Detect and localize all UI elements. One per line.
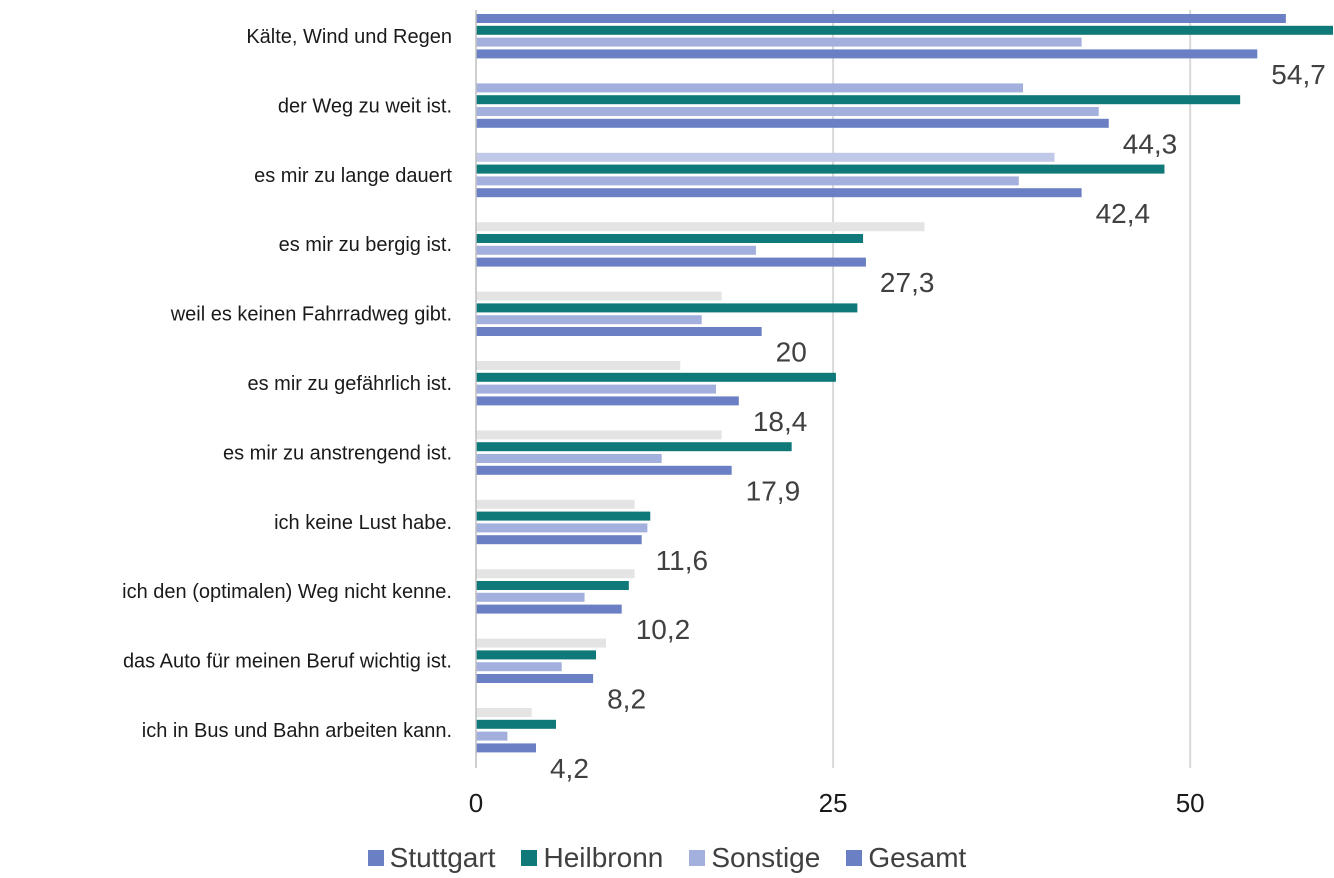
legend-item-heilbronn: Heilbronn	[521, 842, 663, 874]
data-label-9: 10,2	[636, 614, 691, 645]
legend-swatch	[689, 850, 706, 866]
legend-item-sonstige: Sonstige	[689, 842, 820, 874]
category-label-6: es mir zu gefährlich ist.	[247, 373, 452, 395]
data-label-4: 27,3	[880, 267, 935, 298]
bar-gesamt-7	[476, 465, 732, 475]
bar-gesamt-6	[476, 396, 739, 406]
legend-label: Sonstige	[711, 842, 821, 873]
legend-label: Stuttgart	[389, 842, 496, 873]
category-label-8: ich keine Lust habe.	[274, 512, 452, 534]
bar-heilbronn-10	[476, 650, 596, 660]
legend-swatch	[521, 850, 538, 866]
bar-sonstige-3	[476, 176, 1019, 186]
legend: Stuttgart Heilbronn Sonstige Gesamt	[0, 838, 1334, 878]
bar-stuttgart-7	[476, 430, 722, 440]
bar-sonstige-2	[476, 107, 1099, 116]
legend-item-stuttgart: Stuttgart	[367, 842, 496, 874]
bar-sonstige-1	[476, 37, 1082, 47]
bar-gesamt-2	[476, 118, 1109, 128]
bar-chart-svg: Kälte, Wind und Regen 54,7 der Weg zu weit…	[122, 10, 1333, 818]
legend-item-gesamt: Gesamt	[846, 842, 966, 874]
category-label-7: es mir zu anstrengend ist.	[223, 442, 452, 464]
bar-heilbronn-9	[476, 581, 629, 590]
bar-gesamt-3	[476, 188, 1082, 198]
legend-swatch	[367, 850, 384, 866]
bar-stuttgart-10	[476, 638, 606, 648]
bar-heilbronn-7	[476, 442, 792, 452]
data-label-8: 11,6	[656, 545, 708, 576]
bar-stuttgart-3	[476, 152, 1055, 162]
bar-stuttgart-8	[476, 499, 635, 509]
bar-gesamt-11	[476, 743, 536, 753]
category-label-2: der Weg zu weit ist.	[278, 95, 452, 117]
bar-stuttgart-2	[476, 83, 1024, 93]
category-label-9: ich den (optimalen) Weg nicht kenne.	[122, 581, 452, 603]
bar-heilbronn-2	[476, 95, 1241, 105]
x-tick-label-25: 25	[819, 788, 848, 818]
bar-gesamt-1	[476, 49, 1258, 59]
legend-label: Gesamt	[868, 842, 967, 873]
bar-stuttgart-5	[476, 291, 722, 301]
data-label-10: 8,2	[607, 684, 646, 715]
bar-heilbronn-3	[476, 164, 1165, 174]
bar-gesamt-10	[476, 674, 594, 683]
bar-heilbronn-5	[476, 303, 858, 313]
category-label-10: das Auto für meinen Beruf wichtig ist.	[123, 651, 452, 673]
bar-heilbronn-4	[476, 234, 864, 243]
bar-sonstige-7	[476, 454, 662, 463]
data-label-3: 42,4	[1096, 198, 1151, 229]
bar-gesamt-4	[476, 257, 866, 267]
x-tick-label-50: 50	[1176, 788, 1205, 818]
bar-heilbronn-11	[476, 719, 556, 729]
bar-sonstige-10	[476, 662, 562, 672]
category-label-1: Kälte, Wind und Regen	[246, 26, 452, 48]
data-label-5: 20	[776, 337, 807, 368]
bar-gesamt-8	[476, 535, 642, 545]
data-label-11: 4,2	[550, 753, 589, 784]
bar-stuttgart-1	[476, 14, 1286, 23]
category-label-5: weil es keinen Fahrradweg gibt.	[170, 304, 452, 326]
bar-sonstige-9	[476, 592, 585, 602]
x-tick-label-0: 0	[469, 788, 483, 818]
legend-swatch	[846, 850, 863, 866]
legend-label: Heilbronn	[543, 842, 664, 873]
bar-heilbronn-8	[476, 511, 651, 521]
bar-sonstige-11	[476, 731, 508, 741]
bar-sonstige-5	[476, 315, 702, 325]
bar-stuttgart-11	[476, 708, 532, 717]
category-label-4: es mir zu bergig ist.	[279, 234, 452, 256]
category-label-11: ich in Bus und Bahn arbeiten kann.	[142, 720, 452, 742]
bar-sonstige-8	[476, 523, 648, 533]
category-label-3: es mir zu lange dauert	[254, 165, 452, 187]
bar-heilbronn-1	[476, 25, 1333, 35]
bar-stuttgart-9	[476, 569, 635, 579]
data-label-6: 18,4	[753, 406, 808, 437]
data-label-1: 54,7	[1271, 59, 1326, 90]
bar-sonstige-6	[476, 384, 716, 394]
bar-gesamt-5	[476, 327, 762, 336]
data-label-2: 44,3	[1123, 128, 1178, 159]
bar-stuttgart-6	[476, 361, 681, 370]
bar-stuttgart-4	[476, 222, 925, 232]
bar-gesamt-9	[476, 604, 622, 614]
bar-heilbronn-6	[476, 372, 836, 382]
bar-sonstige-4	[476, 245, 756, 255]
data-label-7: 17,9	[746, 475, 801, 506]
